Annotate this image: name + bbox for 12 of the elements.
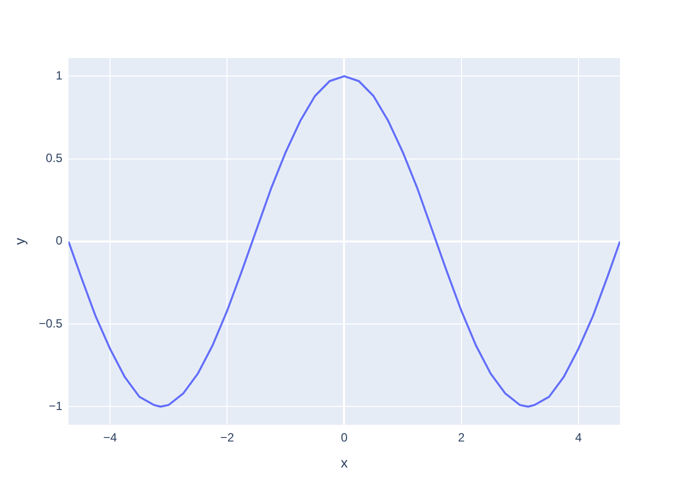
x-axis-title: x bbox=[340, 454, 348, 470]
x-tick-label: −2 bbox=[220, 430, 234, 444]
y-tick-label: 0.5 bbox=[46, 151, 63, 166]
x-tick-label: −4 bbox=[103, 430, 118, 444]
x-tick-label: 0 bbox=[340, 430, 348, 444]
y-tick-label: −1 bbox=[48, 398, 63, 413]
x-tick-label: 2 bbox=[458, 430, 465, 444]
y-tick-label: −0.5 bbox=[38, 316, 63, 330]
y-axis-title: y bbox=[11, 238, 28, 245]
x-tick-label: 4 bbox=[575, 430, 582, 444]
y-tick-label: 1 bbox=[56, 68, 63, 82]
y-tick-label: 0 bbox=[56, 234, 63, 248]
